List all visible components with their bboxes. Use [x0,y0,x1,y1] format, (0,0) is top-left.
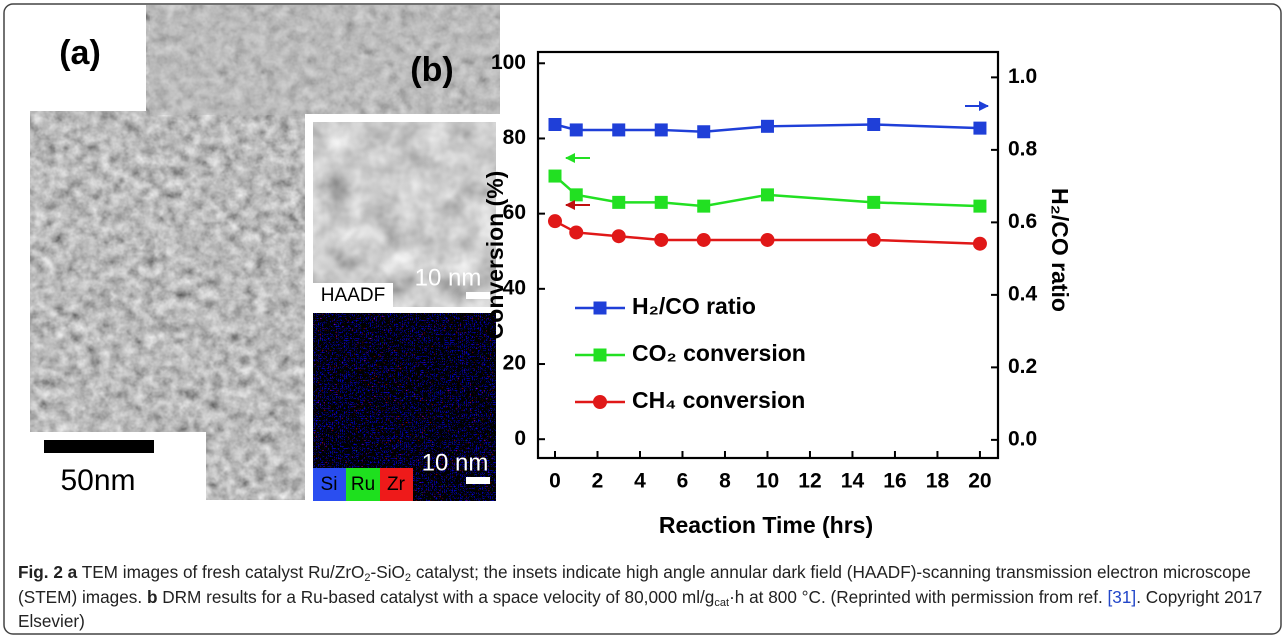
x-tick-label: 0 [549,470,561,493]
x-tick-label: 18 [926,470,950,493]
y-axis-label: Conversion (%) [482,171,508,340]
marker [612,123,626,137]
y-tick-label: 40 [503,276,526,299]
marker [866,232,881,247]
series-line [554,220,980,245]
panel-label: (b) [410,51,453,89]
x-tick-label: 10 [756,470,779,493]
scale-label: 50nm [60,464,135,497]
element-label: Zr [387,474,406,495]
chart: 0 20 40 60 80 100 0.0 0.2 0.4 0.6 0.8 1.0 0 2 4 6 8 10 12 1… [491,51,1038,493]
caption-part: b [146,586,158,607]
marker [593,348,607,362]
caption-text: . Copyright 2017 Elsevier) [18,586,1263,632]
eds-scale-bar [466,477,490,484]
y2-tick-label: 0.8 [1008,137,1038,160]
y2-tick-label: 1.0 [1008,65,1037,88]
marker [697,199,711,213]
caption-text: ·h at 800 °C. (Reprinted with permission… [729,586,1103,607]
marker [654,123,668,137]
x-tick-label: 12 [798,470,821,493]
y2-tick-label: 0.4 [1008,282,1038,305]
haadf-scale-label: 10 nm [415,264,482,291]
marker [569,188,583,202]
y2-axis-label: H₂/CO ratio [1047,188,1073,312]
haadf-label: HAADF [321,285,385,306]
marker [569,225,584,240]
x-axis-label: Reaction Time (hrs) [659,512,873,538]
marker [593,395,607,409]
series-line [554,123,980,134]
marker [760,188,774,202]
caption-text: catalyst; the insets indicate high angle… [18,562,1251,607]
marker [867,118,881,131]
ru-box [346,468,380,501]
marker [654,232,669,247]
caption-figure: Fig. 2 [18,562,63,582]
caption-text: -SiO [370,562,405,582]
marker [547,214,562,229]
element-label: Si [321,474,338,495]
y2-tick-label: 0.6 [1008,210,1037,233]
haadf-image [313,122,496,307]
x-tick-label: 20 [968,470,991,493]
legend-label: CH₄ conversion [632,387,805,413]
label-box [30,5,146,111]
marker [612,195,626,209]
tem-edge [150,5,500,115]
legend-label: CO₂ conversion [632,340,806,366]
y2-tick-label: 0.2 [1008,355,1037,378]
marker [973,121,987,135]
x-tick-label: 14 [841,470,865,493]
scale-bar [44,440,154,453]
marker [548,169,562,183]
marker [972,236,987,251]
x-tick-label: 16 [883,470,906,493]
haadf-scale-bar [466,292,490,299]
x-tick-label: 6 [677,470,689,493]
reference-link[interactable]: [31] [1107,586,1137,607]
plot-frame [536,50,1000,460]
marker [593,301,607,315]
legend-label: H₂/CO ratio [632,293,756,319]
caption-sub: 2 [404,572,412,584]
marker [654,195,668,209]
caption: Fig. 2 a TEM images of fresh catalyst Ru… [18,560,1270,634]
frame [3,3,1282,635]
y-tick-label: 0 [514,427,526,450]
series-line [554,175,980,208]
marker [760,232,775,247]
marker [548,118,562,131]
element-label: Ru [351,474,375,495]
si-box [313,468,346,501]
marker [697,125,711,139]
x-tick-label: 4 [634,470,646,493]
y2-tick-label: 0.0 [1008,427,1037,450]
marker [760,119,774,133]
marker [973,199,987,213]
caption-text: DRM results for a Ru-based catalyst with… [162,586,715,607]
haadf-label-box [313,283,393,307]
y-tick-label: 60 [503,201,526,224]
marker [696,232,711,247]
y-tick-label: 80 [503,126,526,149]
zr-box [380,468,413,501]
eds-scale-label: 10 nm [422,449,489,476]
caption-sub: 2 [364,572,371,584]
marker [867,195,881,209]
caption-sub: cat [714,596,730,609]
y-tick-label: 20 [503,352,526,375]
marker [569,123,583,137]
x-tick-label: 8 [719,470,731,493]
y-tick-label: 100 [491,51,526,74]
panel-label: (a) [59,34,101,72]
caption-text: TEM images of fresh catalyst Ru/ZrO [81,562,365,582]
marker [611,229,626,244]
caption-part: a [67,562,78,582]
x-tick-label: 2 [592,470,604,493]
